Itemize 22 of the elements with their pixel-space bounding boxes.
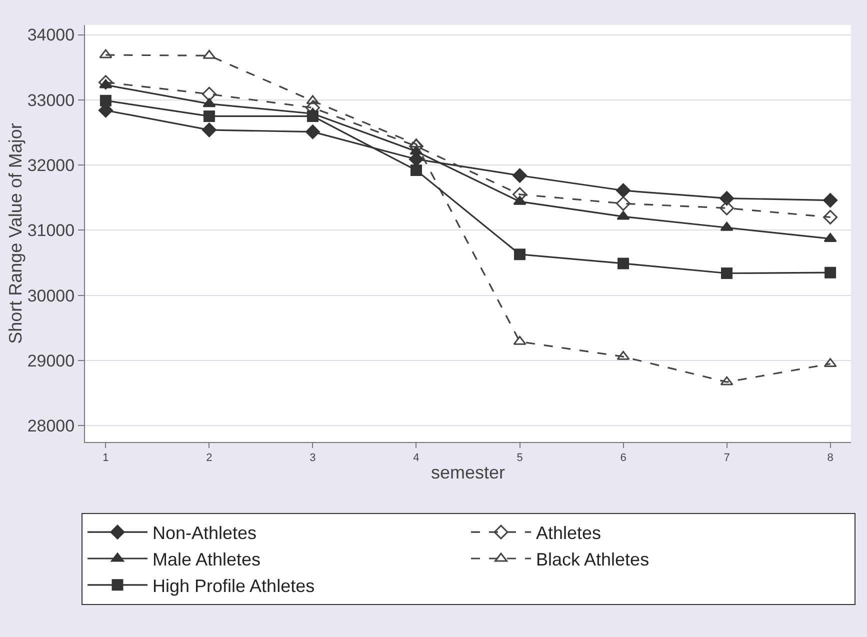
legend-label: Black Athletes: [536, 550, 650, 570]
x-tick-label: 7: [724, 452, 730, 464]
y-tick-label: 28000: [27, 416, 75, 436]
x-tick-label: 5: [516, 452, 523, 464]
y-tick-label: 34000: [27, 26, 75, 45]
y-tick-label: 33000: [27, 90, 75, 110]
legend-label: Male Athletes: [152, 550, 261, 570]
x-axis-title: semester: [430, 462, 506, 482]
y-tick-label: 29000: [27, 352, 75, 370]
legend-label: Athletes: [536, 523, 602, 544]
y-tick-label: 31000: [27, 221, 75, 240]
x-tick-label: 3: [310, 452, 316, 464]
x-tick-label: 4: [413, 452, 420, 464]
y-tick-label: 32000: [27, 156, 75, 176]
y-tick-label: 30000: [27, 286, 75, 306]
x-tick-label: 8: [827, 452, 834, 464]
y-axis-title: Short Range Value of Major: [5, 123, 26, 344]
x-tick-label: 6: [620, 452, 626, 464]
legend-label: High Profile Athletes: [152, 576, 315, 596]
legend-label: Non-Athletes: [152, 523, 257, 544]
x-tick-label: 2: [206, 452, 212, 464]
x-tick-label: 1: [102, 452, 109, 464]
